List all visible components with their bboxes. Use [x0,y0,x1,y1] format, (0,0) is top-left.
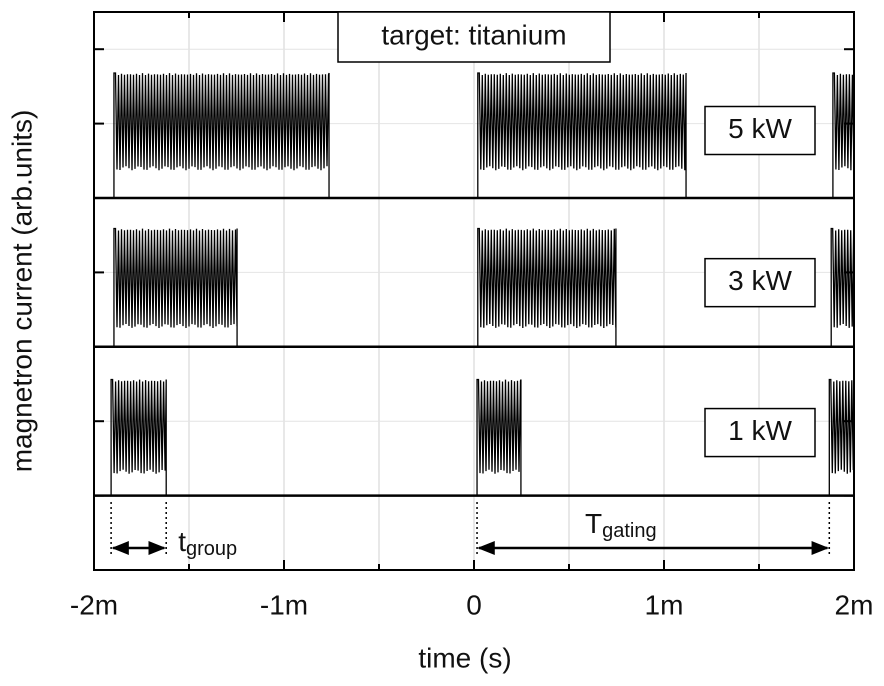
pulse-group [113,72,330,198]
title-box [337,11,611,63]
x-axis-label: time (s) [418,642,511,673]
x-tick-label: 2m [835,589,874,620]
series-label: 1 kW [728,415,792,446]
pulse-group [476,378,522,496]
label-box [704,257,816,308]
annotation-sub: gating [602,520,657,542]
series-label: 5 kW [728,113,792,144]
annotation-sub: group [186,538,237,560]
x-tick-label: 1m [645,589,684,620]
pulse-group [830,227,855,347]
annotation-label: tgroup [178,526,237,560]
title: target: titanium [381,19,566,50]
annotation-label: Tgating [585,508,657,542]
x-tick-label: 0 [466,589,482,620]
y-axis-label: magnetron current (arb.units) [6,110,37,473]
pulse-group [113,227,238,347]
pulse-group [832,72,855,198]
label-box [704,407,816,458]
pulse-group [477,72,687,198]
label-box [704,105,816,156]
x-tick-label: -2m [70,589,118,620]
annotation-main: t [178,526,186,557]
annotation-main: T [585,508,602,539]
series-label: 3 kW [728,265,792,296]
x-tick-label: -1m [260,589,308,620]
pulse-group [110,378,167,496]
pulse-group [477,227,617,347]
pulse-group [828,378,855,496]
